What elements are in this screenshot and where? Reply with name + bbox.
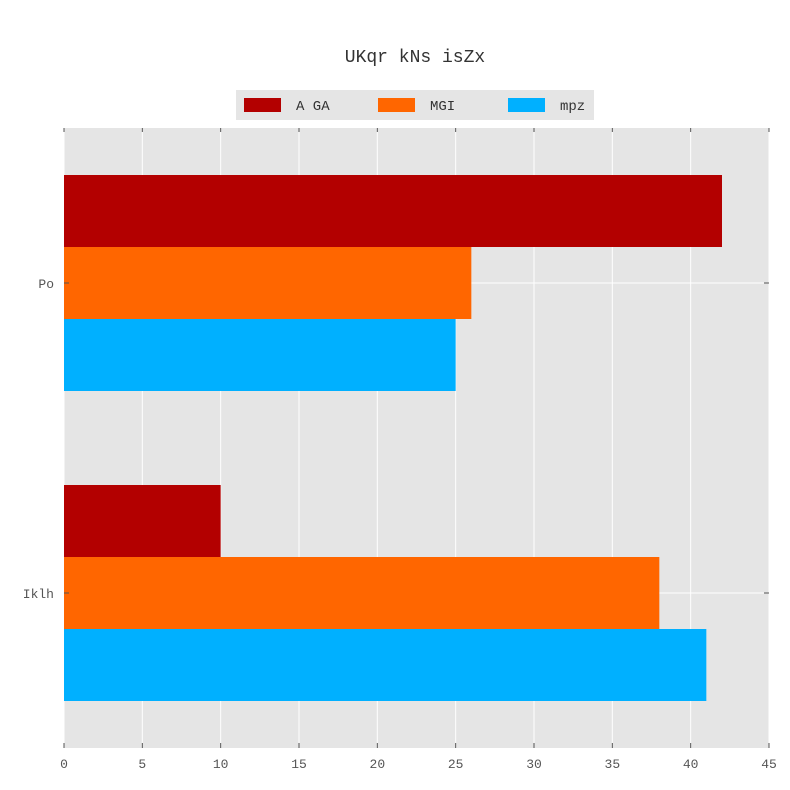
y-tick-label: Iklh [23, 587, 54, 602]
y-tick-label: Po [38, 277, 54, 292]
bar-mpz-po [64, 319, 456, 391]
x-tick-label: 30 [526, 757, 542, 772]
bar-mgi-iklh [64, 557, 660, 629]
axis-ticks: 0 5 10 15 20 25 30 35 40 45 Po Iklh [23, 128, 777, 772]
bar-a-ga-po [64, 175, 722, 247]
legend-label: A GA [296, 99, 330, 115]
legend: A GA MGI mpz [236, 90, 594, 120]
legend-swatch [378, 98, 415, 112]
x-tick-label: 45 [761, 757, 777, 772]
x-tick-label: 10 [213, 757, 229, 772]
legend-label: mpz [560, 99, 585, 115]
legend-swatch [244, 98, 281, 112]
x-tick-label: 25 [448, 757, 464, 772]
x-tick-label: 20 [370, 757, 386, 772]
bars-group [64, 175, 722, 701]
bar-mpz-iklh [64, 629, 707, 701]
chart-title: UKqr kNs isZx [345, 48, 485, 68]
x-tick-label: 35 [605, 757, 621, 772]
legend-swatch [508, 98, 545, 112]
x-tick-label: 5 [138, 757, 146, 772]
legend-label: MGI [430, 99, 455, 115]
bar-mgi-po [64, 247, 472, 319]
x-tick-label: 40 [683, 757, 699, 772]
x-tick-label: 0 [60, 757, 68, 772]
bar-a-ga-iklh [64, 485, 221, 557]
x-tick-label: 15 [291, 757, 307, 772]
